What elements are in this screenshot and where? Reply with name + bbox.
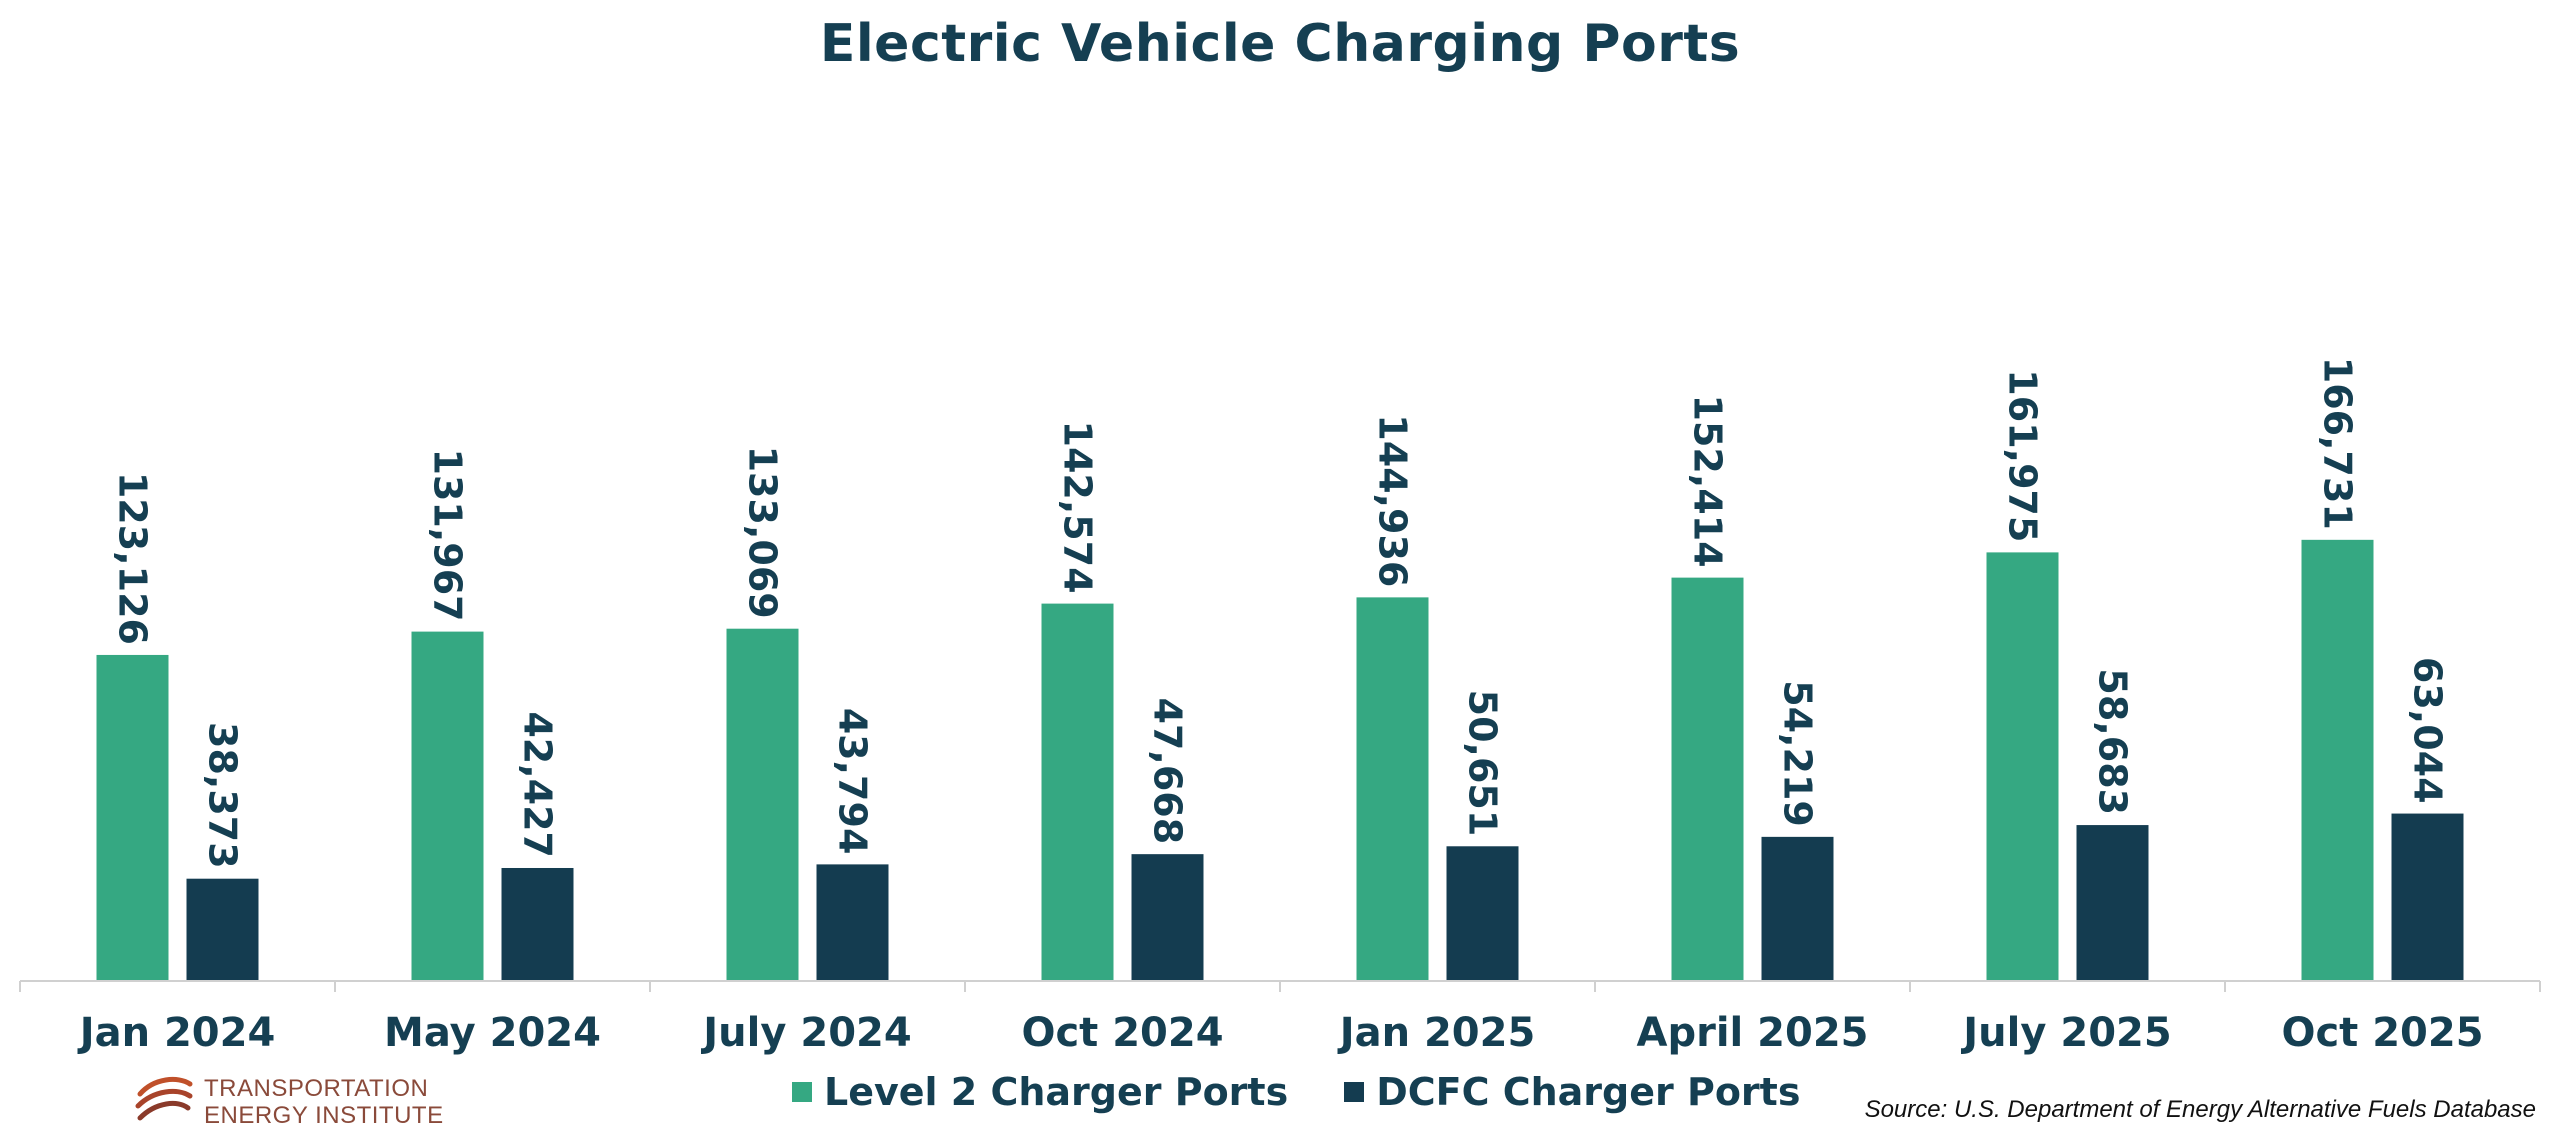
bar-dcfc-7 xyxy=(2391,813,2464,980)
logo-line-1: TRANSPORTATION xyxy=(204,1075,429,1102)
data-label-level2-0: 123,126 xyxy=(111,472,155,645)
legend-swatch-dcfc xyxy=(1344,1082,1365,1102)
data-label-dcfc-0: 38,373 xyxy=(201,722,245,869)
data-label-dcfc-5: 54,219 xyxy=(1776,680,1820,827)
bar-level2-3 xyxy=(1041,603,1114,980)
x-tick-label-4: Jan 2025 xyxy=(1337,1010,1536,1056)
bar-level2-5 xyxy=(1671,577,1744,980)
data-label-level2-6: 161,975 xyxy=(2001,369,2045,542)
data-label-dcfc-2: 43,794 xyxy=(831,708,875,855)
bar-level2-4 xyxy=(1356,597,1429,980)
legend-label-dcfc: DCFC Charger Ports xyxy=(1376,1070,1801,1114)
x-tick-label-1: May 2024 xyxy=(384,1010,601,1056)
bar-level2-7 xyxy=(2301,539,2374,980)
data-label-dcfc-6: 58,683 xyxy=(2091,668,2135,815)
data-label-level2-4: 144,936 xyxy=(1371,414,1415,587)
bar-dcfc-0 xyxy=(186,878,259,980)
bar-level2-2 xyxy=(726,628,799,980)
bar-dcfc-1 xyxy=(501,867,574,980)
logo-line-2: ENERGY INSTITUTE xyxy=(204,1102,444,1129)
data-label-dcfc-4: 50,651 xyxy=(1461,690,1505,837)
logo-text: TRANSPORTATION ENERGY INSTITUTE xyxy=(204,1075,444,1129)
bar-dcfc-4 xyxy=(1446,846,1519,980)
bar-level2-0 xyxy=(96,654,169,980)
data-label-level2-1: 131,967 xyxy=(426,449,470,622)
chart-title: Electric Vehicle Charging Ports xyxy=(819,14,1741,74)
x-tick-label-5: April 2025 xyxy=(1637,1010,1869,1056)
x-tick-label-3: Oct 2024 xyxy=(1021,1010,1223,1056)
data-label-dcfc-3: 47,668 xyxy=(1146,698,1190,845)
x-tick-label-6: July 2025 xyxy=(1960,1010,2171,1056)
x-tick-label-2: July 2024 xyxy=(700,1010,911,1056)
legend-item-level2: Level 2 Charger Ports xyxy=(792,1070,1288,1114)
legend-item-dcfc: DCFC Charger Ports xyxy=(1344,1070,1800,1114)
bar-level2-6 xyxy=(1986,552,2059,980)
bar-dcfc-3 xyxy=(1131,854,1204,980)
bar-level2-1 xyxy=(411,631,484,980)
logo: TRANSPORTATION ENERGY INSTITUTE xyxy=(134,1072,444,1132)
bar-dcfc-2 xyxy=(816,864,889,980)
data-label-level2-3: 142,574 xyxy=(1056,421,1100,594)
x-tick-label-0: Jan 2024 xyxy=(77,1010,276,1056)
data-label-level2-2: 133,069 xyxy=(741,446,785,619)
swoosh-logo-icon xyxy=(135,1076,193,1121)
bar-dcfc-5 xyxy=(1761,836,1834,980)
x-tick-label-7: Oct 2025 xyxy=(2281,1010,2483,1056)
data-label-dcfc-1: 42,427 xyxy=(516,711,560,858)
data-label-level2-5: 152,414 xyxy=(1686,395,1730,568)
legend-label-level2: Level 2 Charger Ports xyxy=(824,1070,1289,1114)
data-label-dcfc-7: 63,044 xyxy=(2406,657,2450,804)
bar-dcfc-6 xyxy=(2076,825,2149,980)
legend: Level 2 Charger Ports DCFC Charger Ports xyxy=(792,1070,1800,1114)
source-note: Source: U.S. Department of Energy Altern… xyxy=(1864,1096,2536,1123)
legend-swatch-level2 xyxy=(792,1082,812,1102)
data-label-level2-7: 166,731 xyxy=(2316,357,2360,530)
